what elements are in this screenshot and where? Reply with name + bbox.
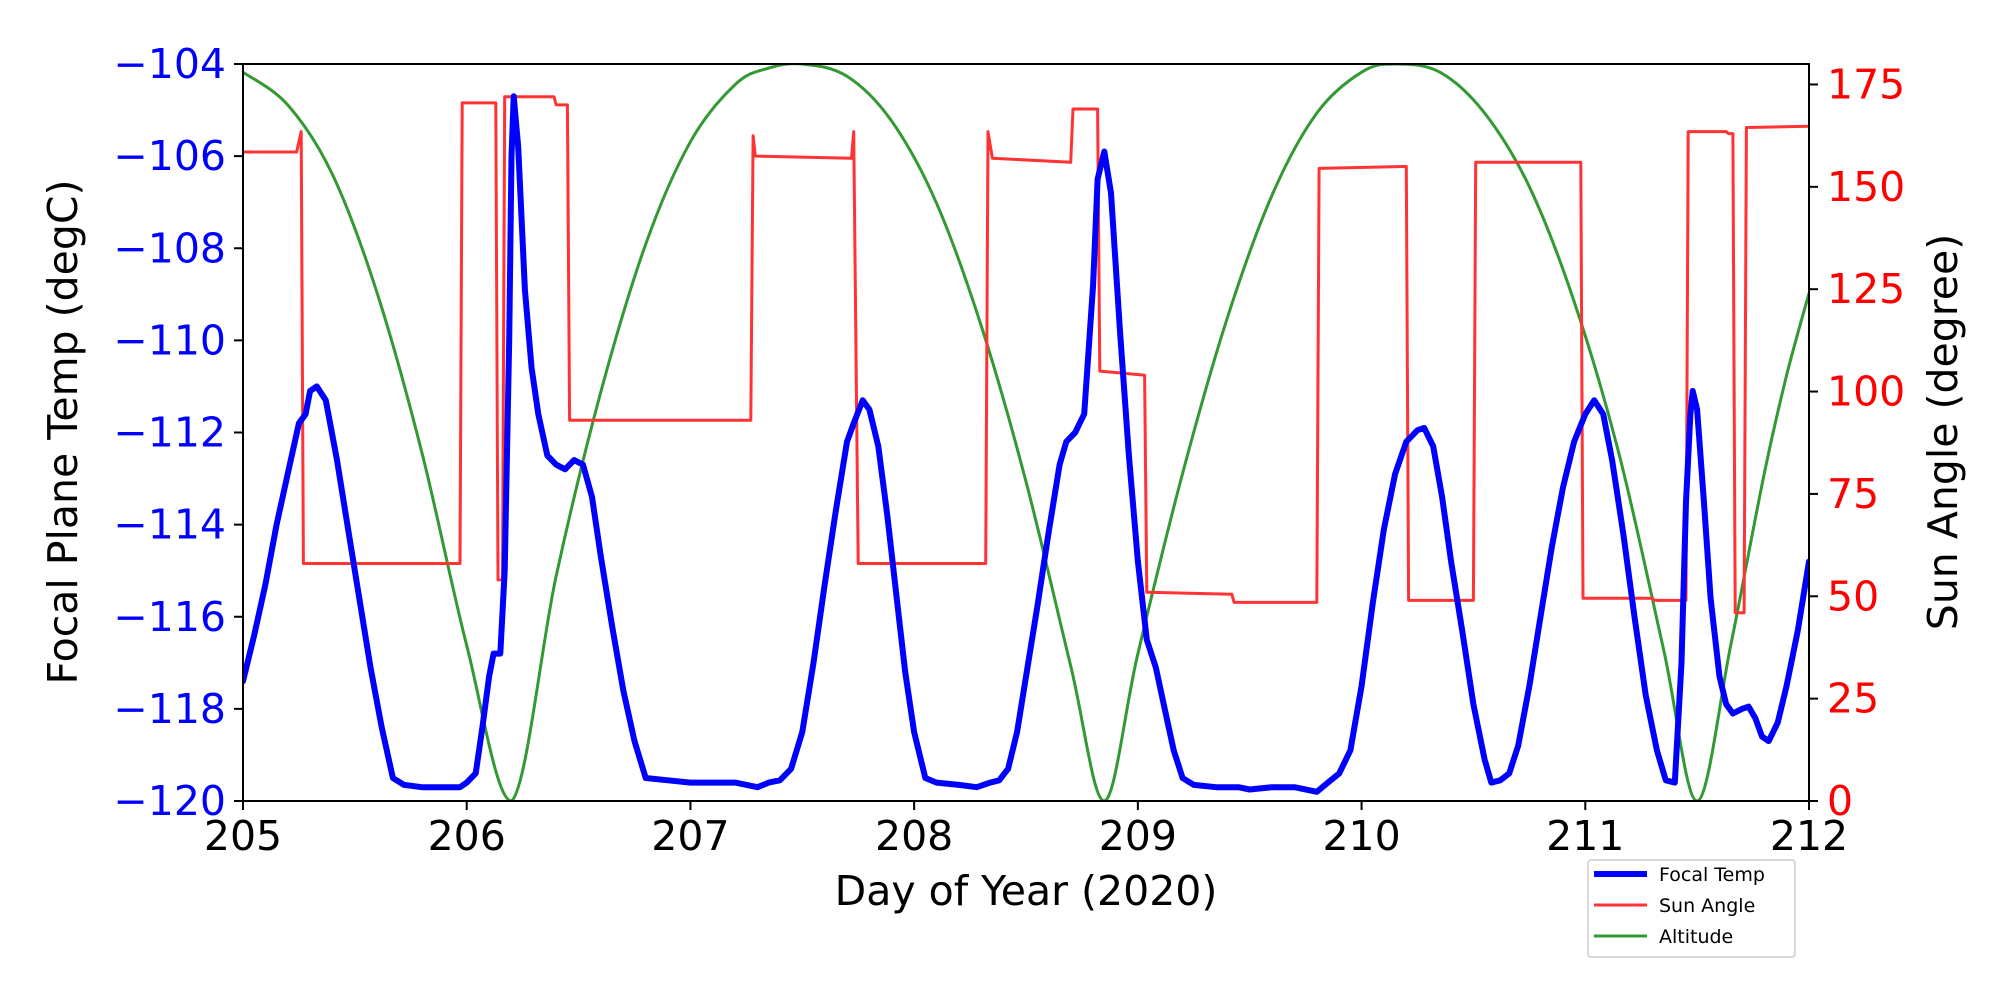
legend: Focal Temp Sun Angle Altitude: [1587, 859, 1796, 958]
y-right-tick-label: 150: [1827, 163, 1905, 211]
sun-angle-line: [243, 95, 1809, 615]
y-left-tick-label: −112: [113, 409, 226, 457]
x-tick-label: 207: [651, 812, 729, 860]
x-tick-label: 205: [204, 812, 282, 860]
y-left-tick-label: −114: [113, 501, 226, 549]
x-axis-label: Day of Year (2020): [835, 867, 1218, 915]
y-right-tick-label: 125: [1827, 265, 1905, 313]
x-tick-label: 211: [1546, 812, 1624, 860]
x-tick-label: 212: [1770, 812, 1848, 860]
x-tick-label: 208: [875, 812, 953, 860]
legend-box: [1587, 859, 1796, 958]
y-left-tick-label: −108: [113, 224, 226, 272]
legend-focal-temp-label: Focal Temp: [1659, 864, 1765, 886]
y-right-tick-label: 100: [1827, 368, 1905, 416]
y-left-tick-label: −106: [113, 132, 226, 180]
x-tick-label: 206: [428, 812, 506, 860]
y-left-tick-label: −110: [113, 316, 226, 364]
y-right-tick-label: 75: [1827, 470, 1879, 518]
x-tick-label: 210: [1322, 812, 1400, 860]
y-left-tick-label: −116: [113, 593, 226, 641]
y-left-tick-label: −120: [113, 777, 226, 825]
focal-temp-line: [243, 93, 1809, 795]
legend-altitude-label: Altitude: [1659, 926, 1733, 948]
y-axis-right-label: Sun Angle (degree): [1919, 234, 1967, 630]
y-right-tick-label: 50: [1827, 572, 1879, 620]
x-tick-label: 209: [1099, 812, 1177, 860]
y-right-tick-label: 0: [1827, 777, 1853, 825]
y-axis-left-label: Focal Plane Temp (degC): [39, 180, 87, 685]
y-left-tick-label: −104: [113, 40, 226, 88]
y-right-tick-label: 25: [1827, 675, 1879, 723]
legend-sun-angle-label: Sun Angle: [1659, 895, 1755, 917]
y-left-tick-label: −118: [113, 685, 226, 733]
y-right-tick-label: 175: [1827, 60, 1905, 108]
